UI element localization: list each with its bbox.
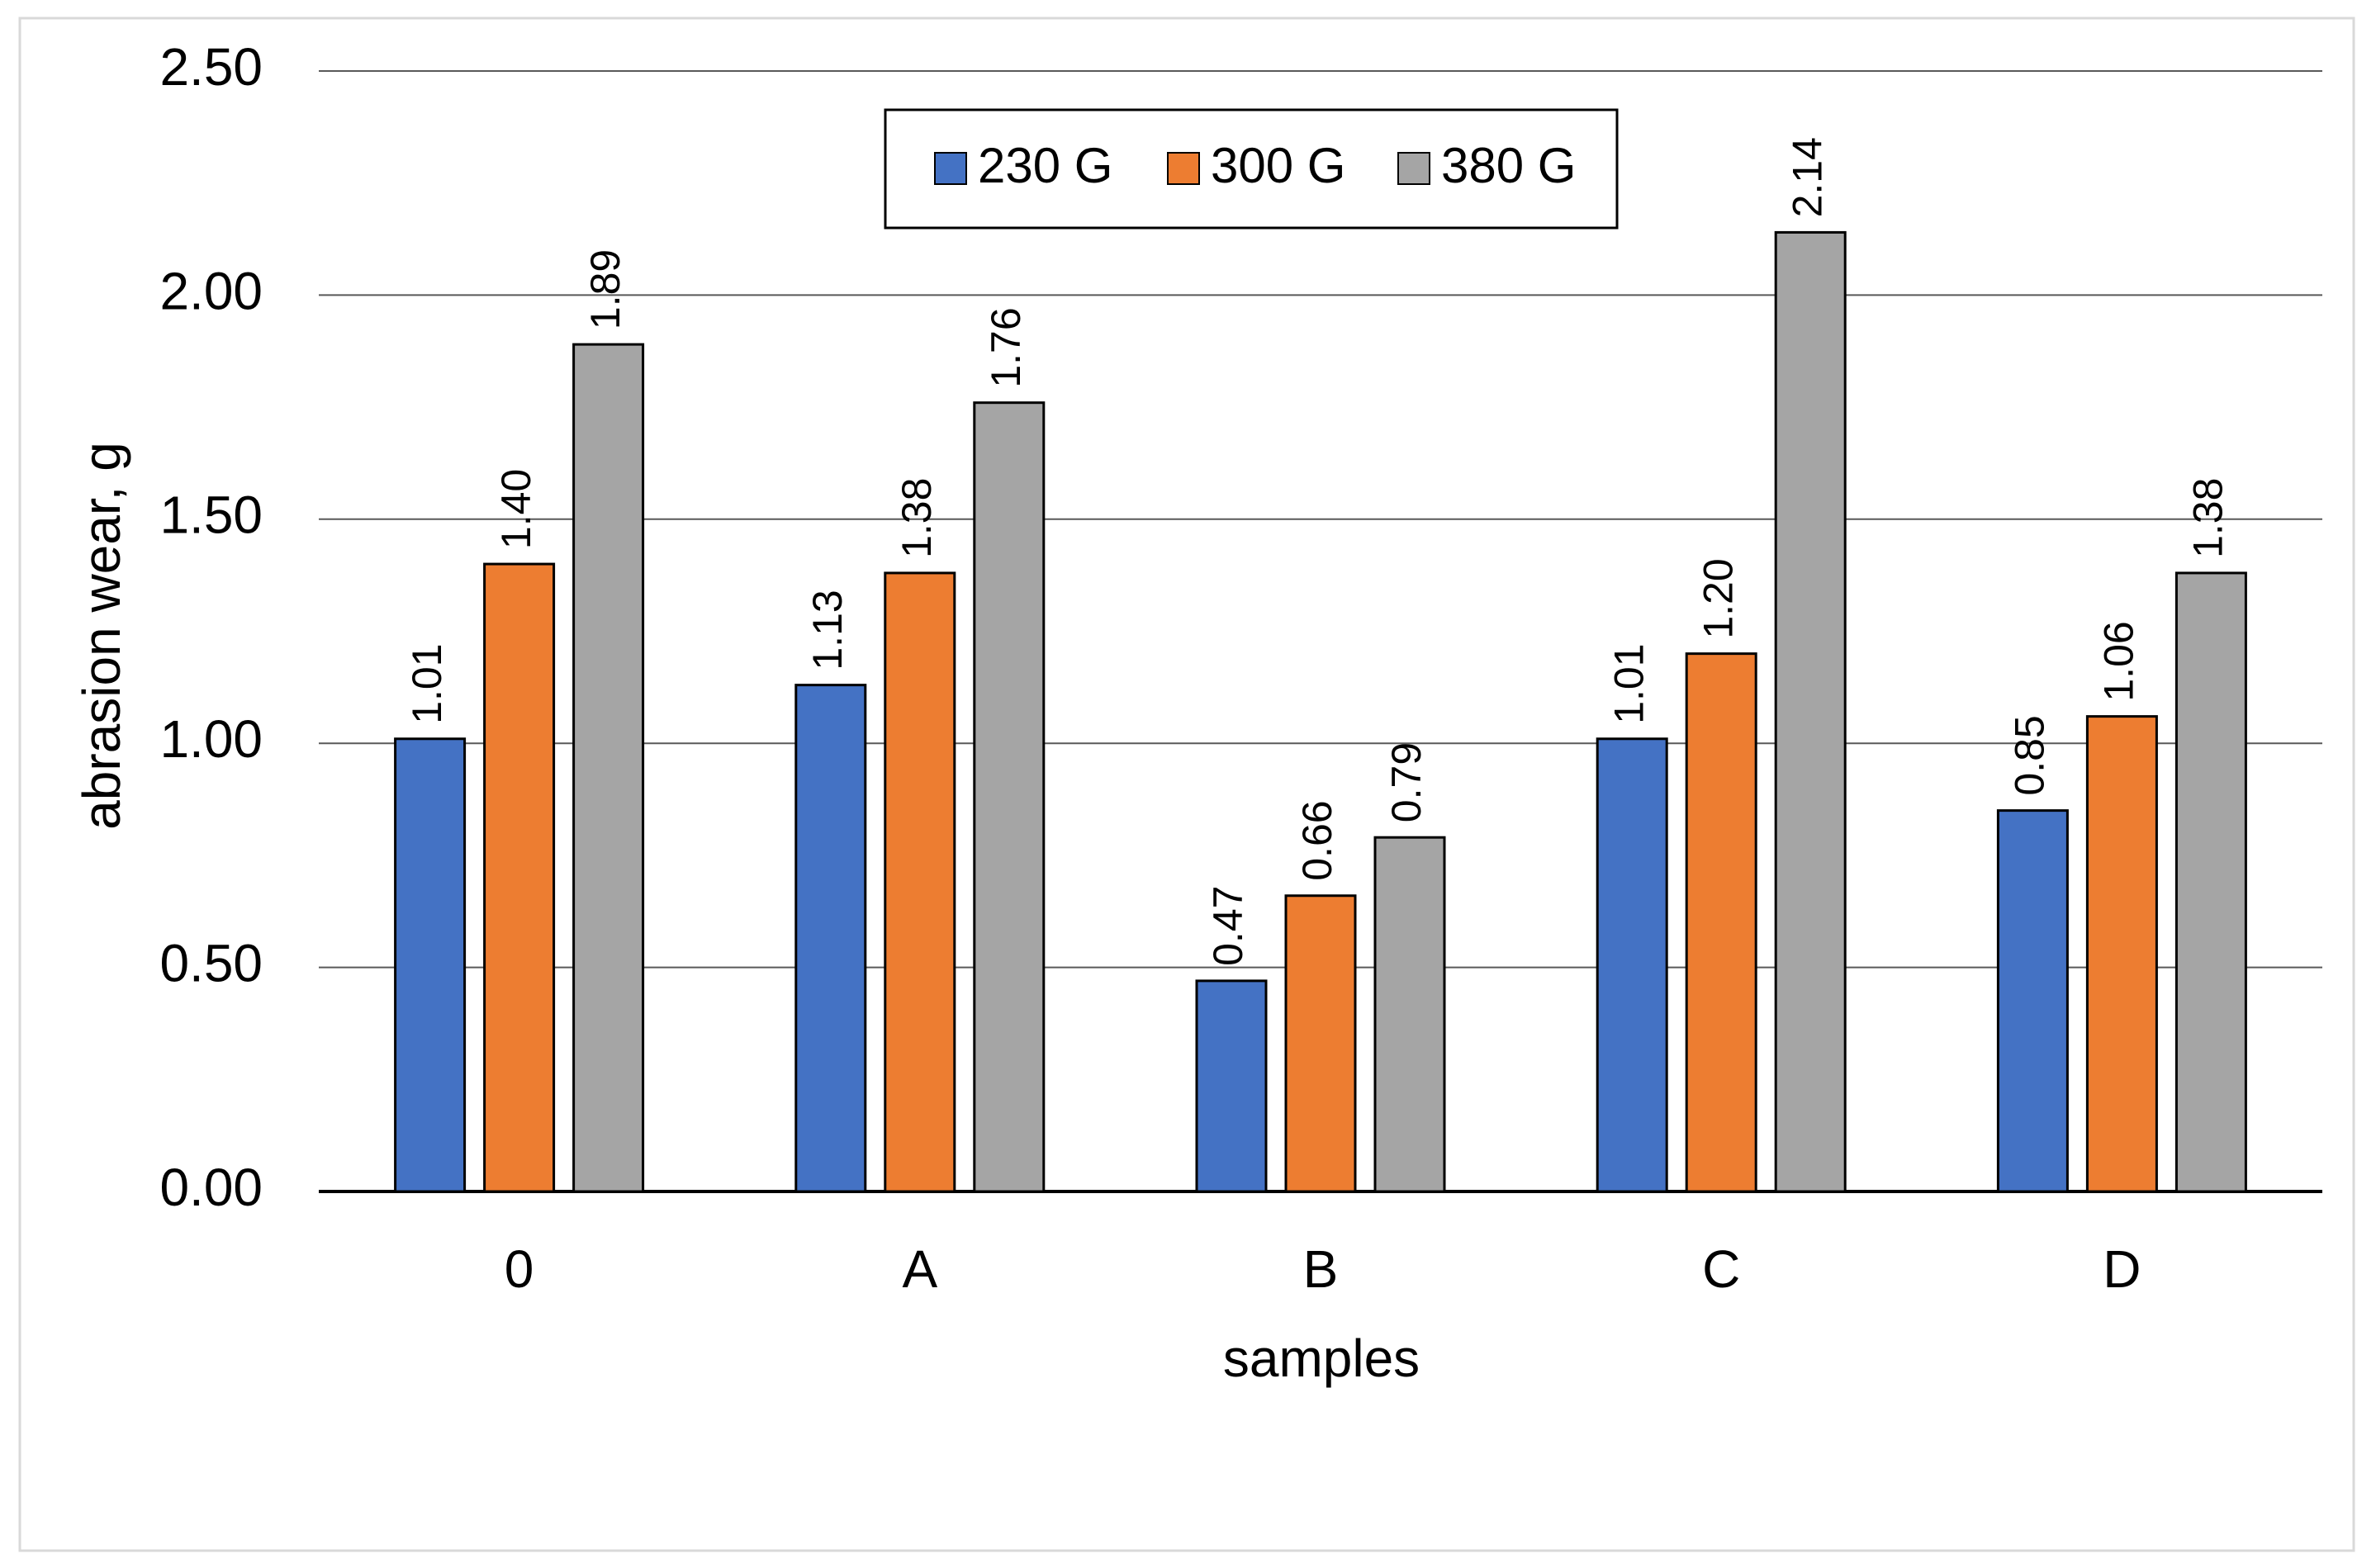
bar-300g-a xyxy=(884,571,956,1193)
bar-value-label: 1.38 xyxy=(2185,478,2231,558)
bar-380g-b xyxy=(1373,836,1446,1193)
bar-value-label: 1.38 xyxy=(894,478,940,558)
legend-label: 230 G xyxy=(978,138,1112,193)
bar-data-labels: 1.01 1.40 1.89 1.13 1.38 1.76 0.47 0.66 0.79 1.01… xyxy=(404,137,2231,966)
bar-380g-d xyxy=(2174,571,2247,1193)
bar-value-label: 1.20 xyxy=(1695,558,1741,638)
x-tick-label: D xyxy=(2103,1239,2141,1299)
x-tick-label: 0 xyxy=(505,1239,534,1299)
bar-380g-a xyxy=(973,401,1046,1193)
y-tick-label: 0.00 xyxy=(159,1158,263,1217)
bar-300g-d xyxy=(2085,715,2158,1193)
bar-value-label: 1.06 xyxy=(2096,621,2142,701)
y-tick-label: 1.50 xyxy=(159,486,263,545)
bar-380g-0 xyxy=(572,343,645,1193)
bar-300g-c xyxy=(1685,652,1757,1193)
y-axis-tick-labels: 0.00 0.50 1.00 1.50 2.00 2.50 xyxy=(159,37,263,1217)
legend-box xyxy=(884,108,1619,230)
x-axis-title: samples xyxy=(1223,1329,1420,1388)
bar-value-label: 1.76 xyxy=(983,307,1029,387)
bar-230g-b xyxy=(1195,979,1268,1193)
bar-value-label: 1.13 xyxy=(804,590,851,670)
bar-value-label: 1.01 xyxy=(404,643,450,723)
y-tick-label: 0.50 xyxy=(159,934,263,993)
bar-value-label: 1.89 xyxy=(582,249,628,329)
legend-label: 300 G xyxy=(1211,138,1345,193)
bar-value-label: 1.01 xyxy=(1605,643,1652,723)
legend-label: 380 G xyxy=(1441,138,1576,193)
bar-230g-d xyxy=(1996,809,2069,1193)
bar-value-label: 0.66 xyxy=(1294,800,1340,880)
bar-300g-0 xyxy=(483,562,556,1193)
bar-230g-c xyxy=(1596,737,1668,1193)
x-tick-label: A xyxy=(902,1239,937,1299)
y-axis-title: abrasion wear, g xyxy=(72,442,131,830)
bar-value-label: 1.40 xyxy=(493,469,539,549)
y-tick-label: 2.50 xyxy=(159,37,263,97)
bar-380g-c xyxy=(1774,230,1847,1193)
bar-300g-b xyxy=(1284,894,1357,1193)
bar-value-label: 0.47 xyxy=(1205,886,1251,966)
bar-230g-0 xyxy=(394,737,467,1193)
bar-230g-a xyxy=(794,684,867,1193)
legend: 230 G 300 G 380 G xyxy=(884,108,1619,230)
legend-items: 230 G 300 G 380 G xyxy=(934,138,1576,193)
bar-value-label: 0.85 xyxy=(2007,715,2053,795)
chart-border xyxy=(18,17,2355,1552)
x-axis-tick-labels: 0 A B C D xyxy=(505,1239,2141,1299)
legend-swatch xyxy=(934,152,967,185)
bars xyxy=(394,230,2247,1193)
bar-value-label: 2.14 xyxy=(1784,137,1830,217)
legend-swatch xyxy=(1397,152,1430,185)
y-tick-label: 2.00 xyxy=(159,261,263,320)
x-tick-label: C xyxy=(1702,1239,1740,1299)
bar-value-label: 0.79 xyxy=(1383,742,1430,822)
y-tick-label: 1.00 xyxy=(159,709,263,769)
x-tick-label: B xyxy=(1303,1239,1339,1299)
legend-swatch xyxy=(1167,152,1200,185)
